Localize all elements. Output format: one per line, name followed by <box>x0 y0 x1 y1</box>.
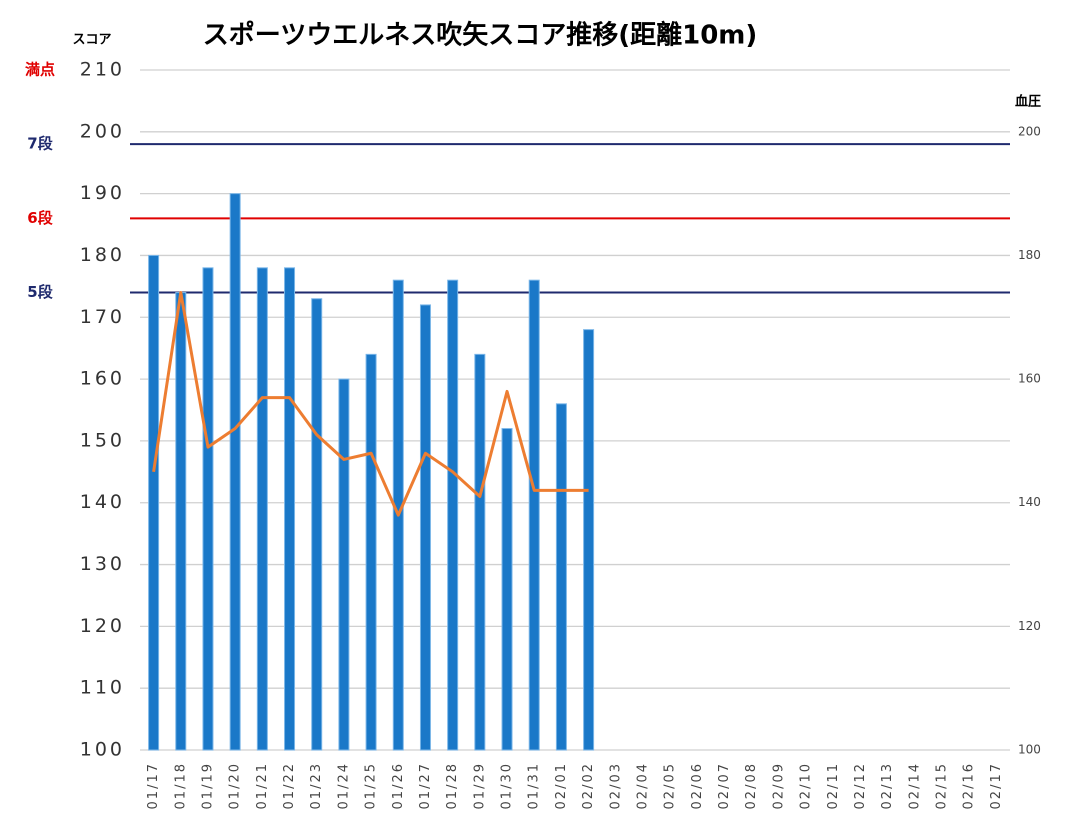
bar <box>175 292 187 751</box>
x-tick-label: 01/31 <box>527 762 542 809</box>
y2-tick-label: 160 <box>1018 372 1041 386</box>
x-tick-label: 01/30 <box>500 762 515 809</box>
x-tick-label: 02/10 <box>799 762 814 809</box>
y-tick-label: 190 <box>80 182 125 204</box>
y-tick-label: 180 <box>80 244 125 266</box>
x-tick-label: 02/16 <box>962 762 977 809</box>
x-tick-label: 01/18 <box>173 762 188 809</box>
x-tick-label: 01/28 <box>445 762 460 809</box>
x-tick-label: 01/20 <box>228 762 243 809</box>
bar <box>202 267 214 751</box>
y-tick-label: 130 <box>80 553 125 575</box>
y2-tick-label: 140 <box>1018 495 1041 509</box>
y-tick-label: 160 <box>80 368 125 390</box>
y2-axis-label: 血圧 <box>1015 94 1041 110</box>
y2-tick-label: 120 <box>1018 619 1041 633</box>
y2-tick-label: 100 <box>1018 743 1041 757</box>
bar <box>338 378 350 751</box>
x-tick-label: 01/29 <box>472 762 487 809</box>
line <box>152 291 589 517</box>
bar <box>555 403 567 751</box>
bar <box>311 298 323 751</box>
x-tick-label: 01/19 <box>200 762 215 809</box>
x-tick-label: 02/17 <box>989 762 1004 809</box>
y-tick-label: 210 <box>80 59 125 81</box>
y-tick-label: 100 <box>80 739 125 761</box>
x-tick-label: 02/14 <box>907 762 922 809</box>
y-tick-label: 200 <box>80 120 125 142</box>
x-tick-label: 02/01 <box>554 762 569 809</box>
y-tick-label: 140 <box>80 491 125 513</box>
bar <box>284 267 296 751</box>
x-tick-label: 01/27 <box>418 762 433 809</box>
y2-tick-label: 200 <box>1018 124 1041 138</box>
reference-label: 7段 <box>27 135 52 153</box>
x-tick-label: 02/07 <box>717 762 732 809</box>
x-tick-label: 02/13 <box>880 762 895 809</box>
x-tick-label: 02/12 <box>853 762 868 809</box>
bar <box>501 428 513 751</box>
x-tick-label: 02/06 <box>690 762 705 809</box>
x-tick-label: 01/25 <box>364 762 379 809</box>
y-axis-label: スコア <box>72 33 111 48</box>
bar <box>256 267 268 751</box>
reference-label: 5段 <box>27 283 52 301</box>
bar <box>474 353 486 751</box>
bar <box>365 353 377 751</box>
x-tick-label: 01/23 <box>309 762 324 809</box>
y-tick-label: 150 <box>80 429 125 451</box>
x-tick-label: 02/11 <box>826 762 841 809</box>
y2-tick-label: 180 <box>1018 248 1041 262</box>
reference-label: 満点 <box>25 61 55 79</box>
bar <box>447 279 459 751</box>
x-tick-label: 01/22 <box>282 762 297 809</box>
x-tick-label: 02/03 <box>608 762 623 809</box>
x-tick-label: 01/24 <box>336 762 351 809</box>
x-tick-label: 02/05 <box>663 762 678 809</box>
bar <box>148 254 160 751</box>
y-tick-label: 120 <box>80 615 125 637</box>
y-tick-label: 110 <box>80 677 125 699</box>
y-tick-label: 170 <box>80 306 125 328</box>
x-tick-label: 01/21 <box>255 762 270 809</box>
x-tick-label: 02/08 <box>744 762 759 809</box>
reference-label: 6段 <box>27 209 52 227</box>
bar <box>419 304 431 751</box>
x-tick-label: 02/04 <box>635 762 650 809</box>
chart-title: スポーツウエルネス吹矢スコア推移(距離10m) <box>203 20 758 51</box>
bar <box>229 193 241 751</box>
bar <box>583 329 595 751</box>
x-tick-label: 02/02 <box>581 762 596 809</box>
x-tick-label: 01/26 <box>391 762 406 809</box>
x-tick-label: 02/15 <box>935 762 950 809</box>
x-tick-label: 01/17 <box>146 762 161 809</box>
bar <box>528 279 540 751</box>
x-tick-label: 02/09 <box>771 762 786 809</box>
